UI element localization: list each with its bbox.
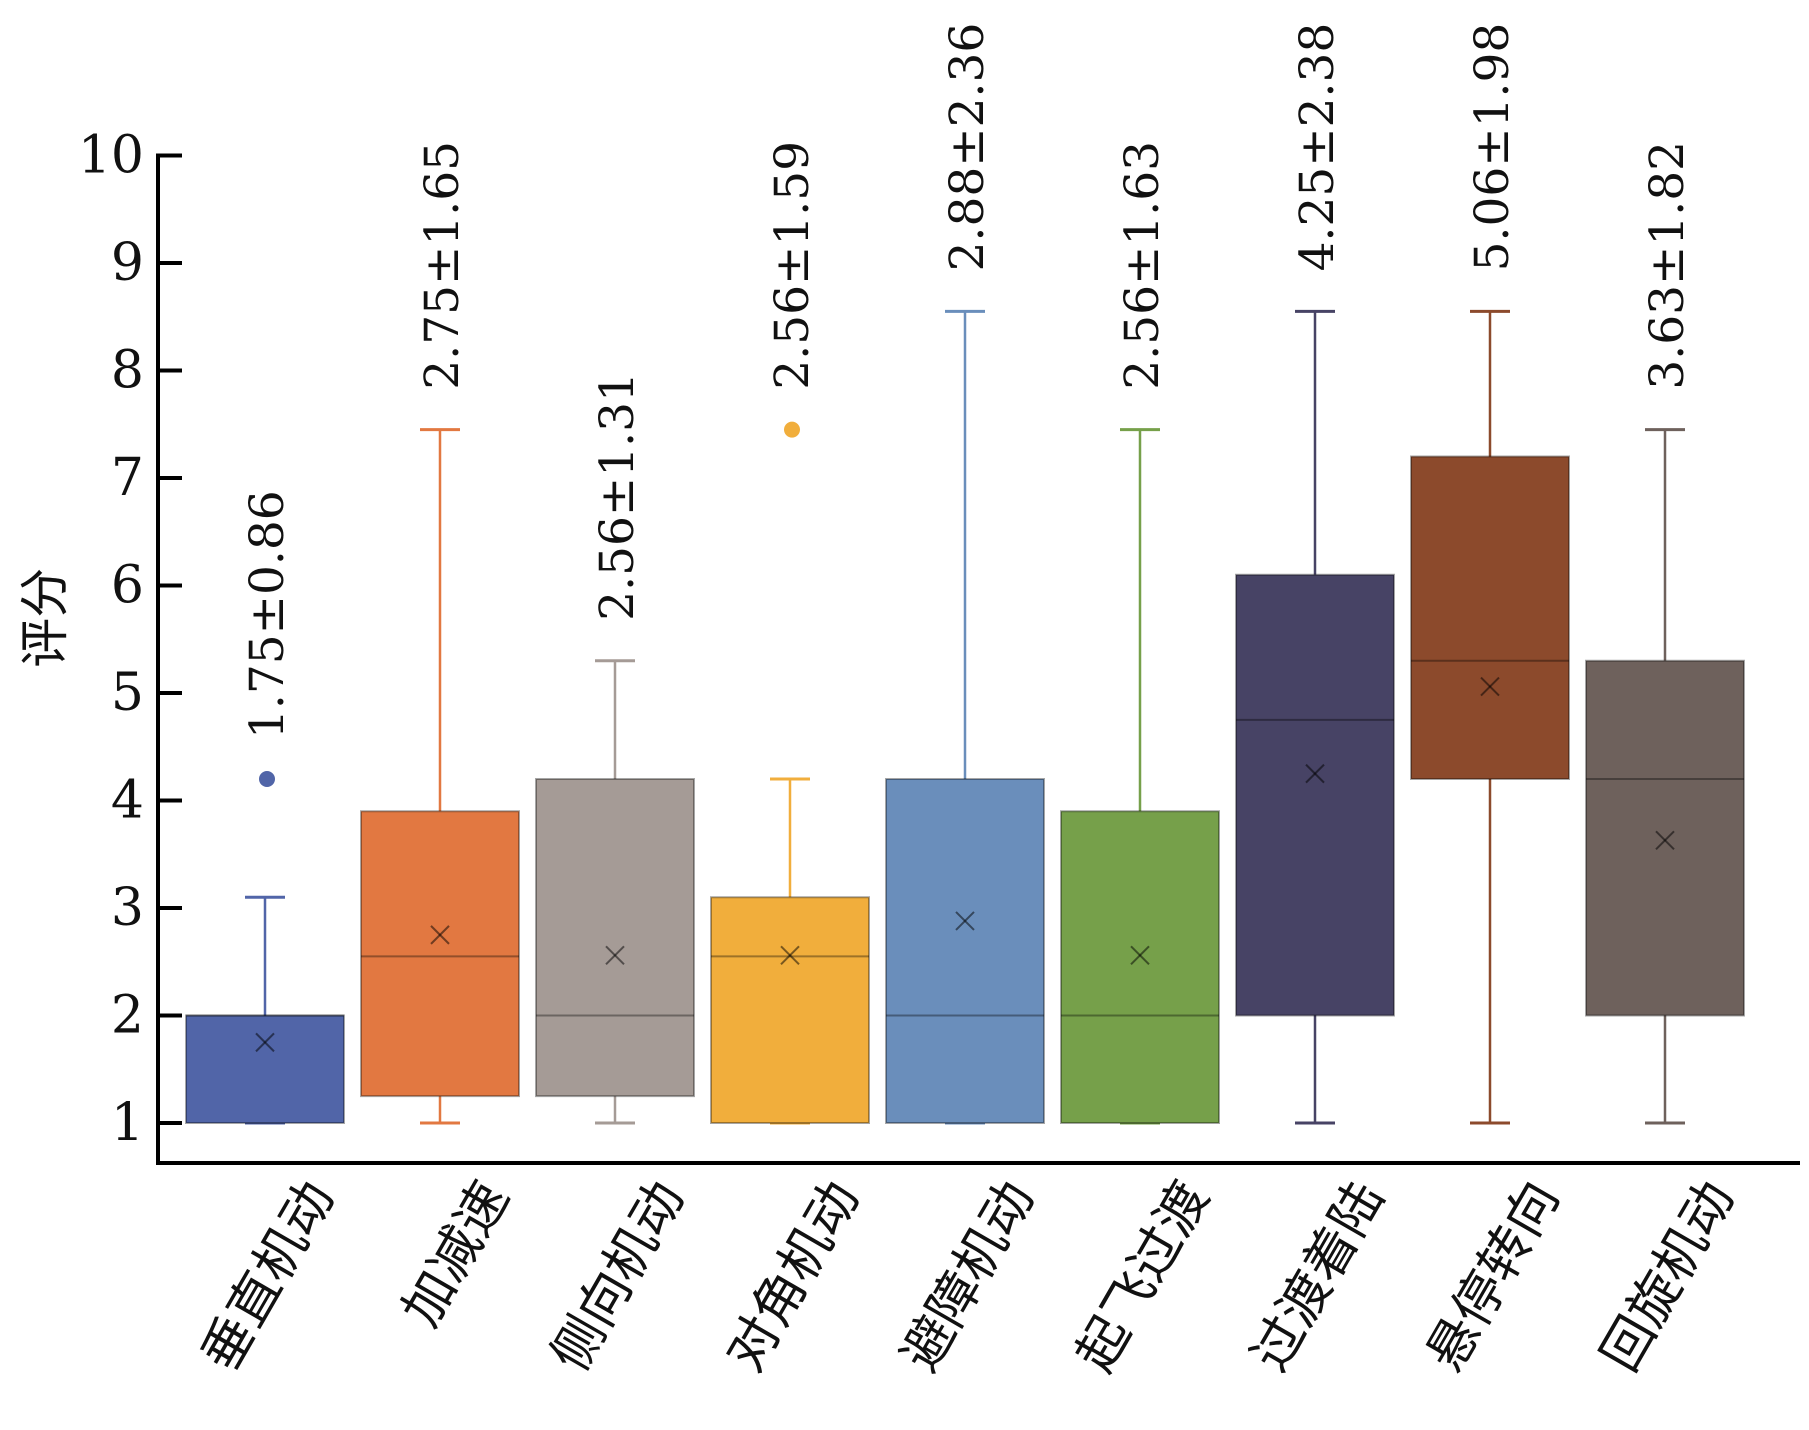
x-category-label: 垂直机动	[190, 1172, 346, 1382]
box-rect	[710, 896, 870, 1124]
value-annotation: 2.56±1.31	[590, 372, 645, 621]
y-tick-label: 2	[111, 986, 144, 1046]
y-tick-label: 3	[111, 878, 144, 938]
y-tick-label: 5	[111, 663, 144, 723]
x-category-label: 侧向机动	[540, 1172, 696, 1382]
mean-marker	[605, 945, 625, 966]
box-rect	[1060, 810, 1220, 1124]
box-group	[1235, 309, 1395, 1125]
box-rect	[360, 810, 520, 1098]
y-tick-label: 1	[111, 1093, 144, 1153]
box-rect	[185, 1014, 345, 1124]
mean-marker	[1305, 763, 1325, 784]
mean-marker	[430, 925, 450, 945]
annotations: 1.75±0.86 2.75±1.65 2.56±1.31 2.56±1.59 2.88…	[240, 23, 1695, 739]
x-axis-categories: 垂直机动 加减速 侧向机动 对角机动 避障机动 起飞过渡 过渡着陆 悬停转向 回旋机动	[190, 1172, 1746, 1382]
outlier-point	[784, 421, 800, 438]
mean-marker	[255, 1032, 275, 1053]
box-group	[885, 309, 1045, 1125]
y-axis-label: 评分	[16, 568, 74, 668]
mean-marker	[1480, 676, 1500, 697]
box-rect	[535, 778, 695, 1098]
value-annotation: 3.63±1.82	[1640, 141, 1695, 390]
mean-marker	[1130, 945, 1150, 966]
value-annotation: 4.25±2.38	[1290, 23, 1345, 272]
box-rect	[1410, 455, 1570, 780]
value-annotation: 2.56±1.63	[1115, 141, 1170, 390]
box-group	[710, 421, 870, 1125]
box-group	[535, 659, 695, 1125]
outlier-point	[259, 771, 275, 787]
value-annotation: 2.75±1.65	[415, 141, 470, 390]
x-category-label: 加减速	[391, 1172, 521, 1337]
mean-marker	[780, 945, 800, 966]
value-annotation: 1.75±0.86	[240, 490, 295, 739]
box-group	[1585, 428, 1745, 1125]
x-category-label: 起飞过渡	[1065, 1172, 1221, 1382]
y-axis-ticks: 1 2 3 4 5 6 7 8 9 10	[78, 126, 182, 1153]
box-rect	[1585, 659, 1745, 1017]
y-tick-label: 10	[78, 126, 144, 186]
y-tick-label: 8	[111, 341, 144, 401]
y-tick-label: 7	[111, 448, 144, 508]
box-series	[185, 309, 1745, 1125]
mean-marker	[1655, 830, 1675, 850]
box-group	[1060, 428, 1220, 1125]
mean-marker	[955, 911, 975, 931]
x-category-label: 悬停转向	[1415, 1172, 1571, 1382]
box-rect	[1235, 573, 1395, 1017]
box-group	[1410, 309, 1570, 1125]
y-tick-label: 6	[111, 556, 144, 616]
x-category-label: 避障机动	[890, 1172, 1046, 1382]
y-tick-label: 9	[111, 233, 144, 293]
x-category-label: 过渡着陆	[1240, 1172, 1396, 1382]
value-annotation: 2.88±2.36	[940, 23, 995, 272]
value-annotation: 5.06±1.98	[1465, 23, 1520, 272]
y-tick-label: 4	[111, 771, 144, 831]
x-category-label: 回旋机动	[1590, 1172, 1746, 1382]
box-group	[360, 428, 520, 1125]
box-rect	[885, 778, 1045, 1124]
x-category-label: 对角机动	[715, 1172, 871, 1382]
box-group	[185, 771, 345, 1125]
value-annotation: 2.56±1.59	[765, 141, 820, 390]
